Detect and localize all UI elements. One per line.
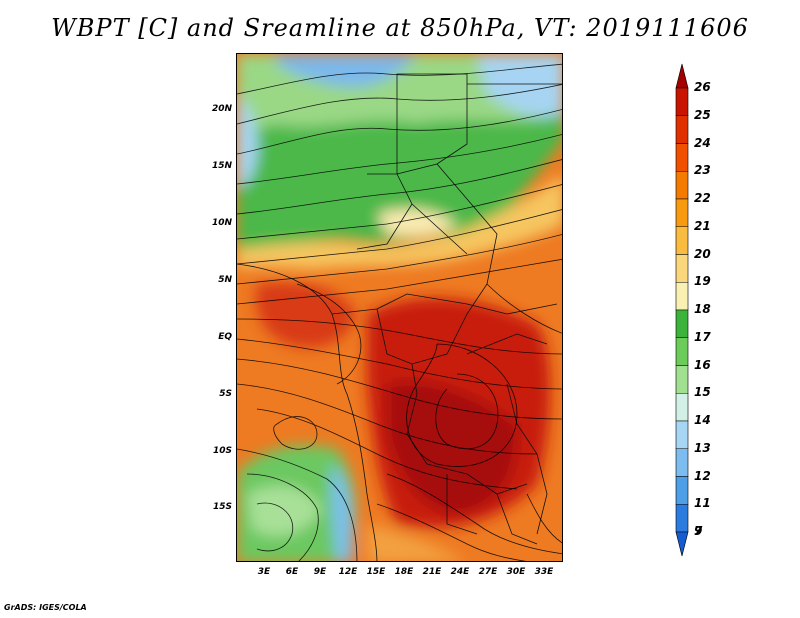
colorbar-segment bbox=[675, 420, 689, 450]
colorbar-segment bbox=[675, 309, 689, 339]
colorbar-segment bbox=[675, 63, 689, 89]
shading-yellow-band bbox=[237, 175, 562, 269]
colorbar-label: 11 bbox=[694, 496, 711, 511]
lon-label: 27E bbox=[478, 567, 498, 577]
lon-label: 9E bbox=[313, 567, 327, 577]
lon-label: 18E bbox=[394, 567, 414, 577]
lat-label: 5N bbox=[218, 275, 232, 285]
colorbar-label: 7 bbox=[694, 524, 703, 538]
wbpt-streamline-map bbox=[237, 54, 562, 561]
shading-pale-yellow bbox=[377, 208, 457, 237]
colorbar-segment bbox=[675, 198, 689, 228]
colorbar-label: 13 bbox=[694, 440, 711, 455]
colorbar-segment bbox=[675, 226, 689, 255]
shading-west-red bbox=[255, 282, 357, 348]
lat-label: EQ bbox=[218, 332, 232, 342]
lat-label: 15S bbox=[212, 502, 232, 512]
colorbar-label: 9 bbox=[694, 524, 703, 538]
colorbar-label: 18 bbox=[694, 302, 711, 316]
footer-credit: GrADS: IGES/COLA bbox=[4, 603, 87, 612]
lon-label: 6E bbox=[285, 567, 299, 577]
streamlines bbox=[237, 63, 562, 561]
colorbar-segment bbox=[675, 170, 689, 200]
map-panel bbox=[236, 53, 563, 562]
colorbar-segment bbox=[675, 365, 689, 394]
colorbar-segment bbox=[675, 503, 689, 533]
lat-label: 15N bbox=[211, 161, 232, 171]
colorbar-label: 25 bbox=[694, 107, 711, 122]
colorbar-label: 24 bbox=[694, 135, 711, 150]
shading-dark-red bbox=[387, 381, 518, 514]
colorbar-segment bbox=[675, 115, 689, 144]
lon-label: 30E bbox=[506, 567, 526, 577]
lon-label: 12E bbox=[338, 567, 358, 577]
colorbar-label: 12 bbox=[694, 468, 711, 483]
colorbar-segment bbox=[675, 254, 689, 283]
lat-label: 10S bbox=[212, 446, 232, 456]
lon-label: 15E bbox=[366, 567, 386, 577]
shading-north-blue bbox=[277, 54, 417, 88]
shading-southwest-lightgreen bbox=[247, 485, 322, 537]
colorbar-label: 20 bbox=[694, 246, 711, 261]
colorbar-segment bbox=[675, 337, 689, 366]
map-title: WBPT [C] and Sreamline at 850hPa, VT: 20… bbox=[51, 14, 749, 42]
lat-label: 10N bbox=[211, 218, 232, 228]
shading-south-orange bbox=[367, 524, 464, 561]
lon-label: 21E bbox=[422, 567, 442, 577]
colorbar-segment bbox=[675, 281, 689, 311]
colorbar bbox=[675, 63, 689, 557]
colorbar-label: 16 bbox=[694, 357, 711, 372]
shading-northwest-blue bbox=[237, 94, 258, 189]
lon-label: 3E bbox=[257, 567, 271, 577]
colorbar-label: 19 bbox=[694, 274, 711, 289]
colorbar-segment bbox=[675, 87, 689, 117]
lon-label: 33E bbox=[534, 567, 554, 577]
colorbar-segment bbox=[675, 143, 689, 172]
shading-northeast-blue bbox=[477, 54, 562, 118]
colorbar-segment bbox=[675, 476, 689, 505]
lat-label: 5S bbox=[219, 389, 232, 399]
lat-label: 20N bbox=[211, 104, 232, 114]
colorbar-label: 23 bbox=[694, 163, 711, 178]
colorbar-label: 17 bbox=[694, 329, 711, 344]
colorbar-segment bbox=[675, 448, 689, 477]
colorbar-label: 26 bbox=[694, 80, 711, 94]
lon-label: 24E bbox=[450, 567, 470, 577]
colorbar-label: 22 bbox=[694, 191, 711, 205]
colorbar-label: 21 bbox=[694, 218, 711, 233]
colorbar-segment bbox=[675, 392, 689, 422]
colorbar-segment bbox=[675, 531, 689, 557]
colorbar-label: 14 bbox=[694, 413, 711, 427]
colorbar-label: 15 bbox=[694, 385, 711, 400]
